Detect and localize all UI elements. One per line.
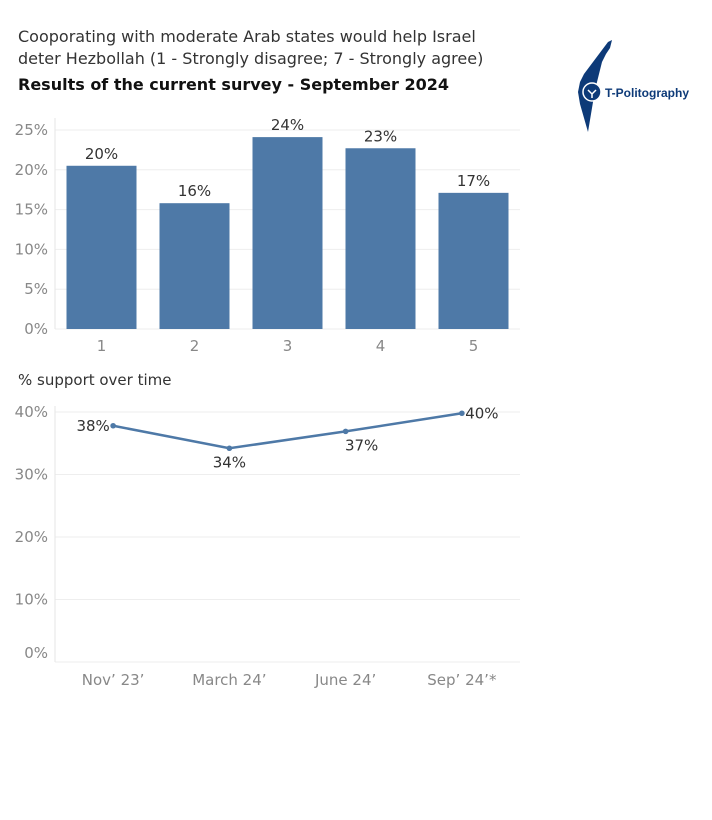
line-y-tick: 40% bbox=[15, 403, 48, 421]
line-y-tick: 10% bbox=[15, 591, 48, 609]
bar-data-label: 23% bbox=[364, 127, 397, 145]
line-y-tick: 30% bbox=[15, 466, 48, 484]
line-y-tick: 0% bbox=[24, 644, 48, 662]
line-data-label: 38% bbox=[76, 417, 109, 435]
bar-y-tick: 25% bbox=[15, 121, 48, 139]
bar-data-label: 24% bbox=[271, 116, 304, 134]
line-data-label: 37% bbox=[345, 436, 378, 454]
line-point bbox=[342, 428, 349, 435]
bar bbox=[252, 137, 323, 329]
bar bbox=[66, 165, 137, 329]
bar-data-label: 17% bbox=[457, 172, 490, 190]
bar-data-label: 16% bbox=[178, 182, 211, 200]
bar-x-tick: 4 bbox=[376, 337, 386, 355]
bar-x-tick: 2 bbox=[190, 337, 200, 355]
logo-text: T-Politography bbox=[605, 86, 689, 100]
line-y-tick: 20% bbox=[15, 528, 48, 546]
line-x-tick: June 24’ bbox=[314, 671, 376, 689]
bar-x-tick: 1 bbox=[97, 337, 107, 355]
line-data-label: 40% bbox=[465, 404, 498, 422]
bar-y-tick: 5% bbox=[24, 280, 48, 298]
bar-y-tick: 15% bbox=[15, 201, 48, 219]
bar bbox=[159, 203, 230, 329]
bar-x-tick: 3 bbox=[283, 337, 293, 355]
bar-data-label: 20% bbox=[85, 145, 118, 163]
chart-title: Cooporating with moderate Arab states wo… bbox=[18, 27, 484, 68]
israel-map-logo-icon bbox=[578, 40, 612, 132]
line-x-tick: March 24’ bbox=[192, 671, 266, 689]
bar bbox=[345, 148, 416, 329]
line-x-tick: Sep’ 24’* bbox=[427, 671, 497, 689]
line-data-label: 34% bbox=[213, 453, 246, 471]
line-x-tick: Nov’ 23’ bbox=[82, 671, 145, 689]
bar bbox=[438, 192, 509, 329]
chart-subtitle: Results of the current survey - Septembe… bbox=[18, 75, 450, 94]
line-chart-title: % support over time bbox=[18, 371, 172, 389]
bar-y-tick: 0% bbox=[24, 320, 48, 338]
line-point bbox=[110, 422, 116, 429]
bar-y-tick: 10% bbox=[15, 240, 48, 258]
bar-y-tick: 20% bbox=[15, 161, 48, 179]
line-series bbox=[112, 412, 463, 450]
line-point bbox=[226, 445, 233, 452]
bar-x-tick: 5 bbox=[469, 337, 479, 355]
line-point bbox=[459, 410, 465, 417]
